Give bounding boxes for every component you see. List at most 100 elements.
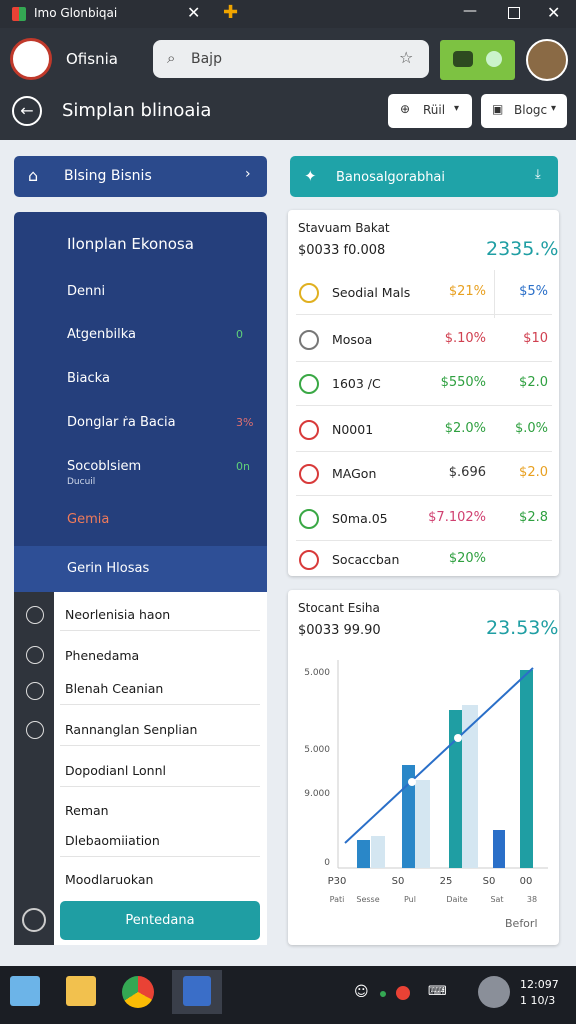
- nav-label[interactable]: Biacka: [67, 371, 110, 386]
- close-window[interactable]: ✕: [547, 3, 561, 22]
- bookmark[interactable]: ☆: [399, 48, 414, 67]
- nav-badge: 0: [236, 328, 243, 341]
- nav-label[interactable]: Denni: [67, 284, 106, 299]
- tab-icon: [12, 7, 26, 21]
- list-label[interactable]: Blenah Ceanian: [65, 681, 164, 696]
- avatar[interactable]: [526, 39, 568, 81]
- minimize[interactable]: —: [463, 3, 477, 19]
- x-axis-label: S0: [391, 876, 405, 887]
- list-panel: [14, 592, 267, 945]
- search-box[interactable]: [153, 40, 429, 78]
- tray-icon[interactable]: [396, 986, 410, 1000]
- tab-close[interactable]: ✕: [187, 3, 201, 22]
- card: [288, 590, 559, 945]
- row-value: $2.0: [519, 375, 548, 390]
- status-icon: [299, 330, 319, 350]
- button-label[interactable]: Banosalgorabhai: [336, 170, 446, 185]
- taskbar-app[interactable]: [10, 976, 40, 1006]
- rail-icon: [26, 646, 44, 664]
- x-axis-label: P30: [327, 876, 347, 887]
- header-button[interactable]: [388, 94, 472, 128]
- maximize[interactable]: [508, 7, 520, 19]
- chevron: ›: [245, 166, 251, 182]
- clock-date: 1 10/3: [520, 994, 556, 1007]
- bar: [520, 670, 533, 868]
- row-label: Seodial Mals: [332, 285, 411, 300]
- search-icon: ⌕: [167, 49, 176, 67]
- ext-icon: [453, 51, 473, 67]
- y-axis-label: 0: [324, 858, 330, 868]
- button-label[interactable]: Rüil: [423, 103, 446, 117]
- card: [288, 210, 559, 576]
- button-label[interactable]: Blogc: [514, 103, 548, 117]
- divider: [296, 495, 552, 496]
- list-label[interactable]: Dopodianl Lonnl: [65, 763, 167, 778]
- nav-label[interactable]: Ilonplan Ekonosa: [67, 235, 194, 253]
- top-left-button[interactable]: [14, 156, 267, 197]
- row-value: $2.8: [519, 510, 548, 525]
- list-label[interactable]: Moodlaruokan: [65, 872, 154, 887]
- nav-label[interactable]: Socoblsiem: [67, 459, 142, 474]
- row-label: MAGon: [332, 466, 377, 481]
- taskbar-app: [183, 976, 211, 1006]
- list-label[interactable]: Neorlenisia haon: [65, 607, 171, 622]
- back-button[interactable]: ←: [12, 96, 42, 126]
- row-value: $2.0: [519, 465, 548, 480]
- card-footer[interactable]: Beforl: [505, 917, 538, 930]
- bar: [402, 765, 415, 868]
- x-axis-sublabel: Sesse: [356, 895, 380, 904]
- action-label[interactable]: Pentedana: [125, 913, 195, 928]
- y-axis-label: 5.000: [304, 668, 330, 678]
- y-axis-label: 9.000: [304, 789, 330, 799]
- row-value: $550%: [440, 375, 486, 390]
- bar: [371, 836, 385, 868]
- x-axis-sublabel: Pati: [329, 895, 345, 904]
- extension-button[interactable]: [440, 40, 515, 80]
- button-label[interactable]: Blsing Bisnis: [64, 168, 152, 184]
- divider: [60, 630, 260, 631]
- new-tab[interactable]: ✚: [223, 2, 239, 23]
- nav-selected: [14, 546, 267, 592]
- taskbar-app[interactable]: [66, 976, 96, 1006]
- card-title: Stocant Esiha: [298, 601, 380, 615]
- tray-icon: [380, 991, 386, 997]
- bar: [357, 840, 370, 868]
- tray-icon[interactable]: ⌨: [428, 984, 447, 999]
- list-label[interactable]: Dlebaomiiation: [65, 833, 160, 848]
- y-axis-label: 5.000: [304, 745, 330, 755]
- nav-label[interactable]: Gemia: [67, 512, 110, 527]
- row-value: $.0%: [514, 421, 548, 436]
- page-title: Simplan blinoaia: [62, 100, 212, 121]
- row-label: N0001: [332, 422, 374, 437]
- divider: [296, 451, 552, 452]
- row-label: S0ma.05: [332, 511, 388, 526]
- bar: [493, 830, 505, 868]
- nav-label[interactable]: Donglar ṙa Bacia: [67, 415, 176, 430]
- nav-label[interactable]: Atgenbilka: [67, 327, 136, 342]
- status-icon: [299, 283, 319, 303]
- tray-icon[interactable]: ☺: [354, 984, 369, 1000]
- x-axis-label: S0: [482, 876, 496, 887]
- search-text[interactable]: Bajp: [191, 51, 222, 67]
- action-button[interactable]: [60, 901, 260, 940]
- app-name: Ofisnia: [66, 50, 118, 68]
- top-right-button[interactable]: [290, 156, 558, 197]
- row-value: $2.0%: [444, 421, 486, 436]
- rail-icon: [22, 908, 46, 932]
- header-button[interactable]: [481, 94, 567, 128]
- divider: [296, 361, 552, 362]
- home-icon: ⌂: [28, 166, 39, 185]
- taskbar-app[interactable]: [122, 976, 154, 1008]
- tray-avatar[interactable]: [478, 976, 510, 1008]
- button-icon: ⊕: [400, 102, 411, 116]
- tab-title[interactable]: Imo Glonbiqai: [34, 6, 118, 20]
- card-subtitle: $0033 f0.008: [298, 243, 386, 258]
- nav-label[interactable]: Gerin Hlosas: [67, 561, 150, 576]
- list-label[interactable]: Phenedama: [65, 648, 140, 663]
- clock-time: 12:097: [520, 978, 559, 991]
- divider: [60, 704, 260, 705]
- list-label[interactable]: Reman: [65, 803, 109, 818]
- ext-icon: [486, 51, 502, 67]
- list-label[interactable]: Rannanglan Senplian: [65, 722, 198, 737]
